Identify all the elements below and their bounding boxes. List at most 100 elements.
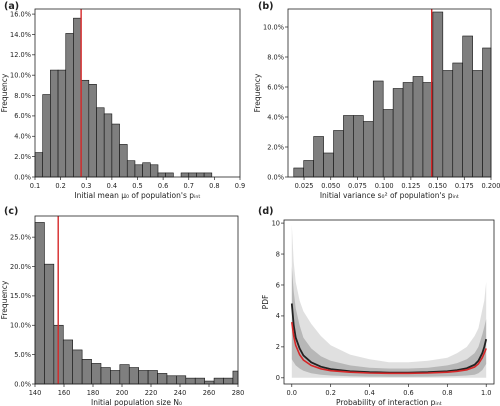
histogram-bar xyxy=(402,82,414,178)
x-tick-label: 160 xyxy=(58,389,71,397)
x-tick-label: 0.175 xyxy=(455,182,474,190)
histogram-bar xyxy=(126,160,136,178)
histogram-bar xyxy=(372,80,384,178)
panel-c: (c) 140 160 180 200 220 240 260 280 0.0% 5.0% 10.… xyxy=(0,206,244,406)
histogram-bar xyxy=(119,364,130,385)
x-tick-label: 0.3 xyxy=(81,182,92,190)
confidence-band-outer xyxy=(291,224,487,378)
x-tick-label: 200 xyxy=(116,389,129,397)
x-axis-label: Initial variance s₀² of population's pᵢₙ… xyxy=(320,191,459,200)
x-axis: 140 160 180 200 220 240 260 280 xyxy=(29,384,245,397)
plot-frame xyxy=(287,8,492,178)
x-tick-label: 0.100 xyxy=(375,182,394,190)
x-tick-label: 0.050 xyxy=(321,182,340,190)
histogram-bar xyxy=(232,370,239,385)
x-tick-label: 0.2 xyxy=(55,182,66,190)
y-tick-label: 8.0% xyxy=(267,53,284,61)
x-tick-label: 0.1 xyxy=(30,182,41,190)
x-tick-label: 0.4 xyxy=(364,389,375,397)
y-axis: 0 2 4 6 8 10 xyxy=(272,219,284,382)
y-tick-label: 12.0% xyxy=(10,51,31,59)
histogram-bar xyxy=(382,109,394,178)
panel-label: (b) xyxy=(258,1,273,12)
x-tick-label: 0.7 xyxy=(184,182,195,190)
histogram-bar xyxy=(223,377,234,385)
x-tick-label: 260 xyxy=(203,389,216,397)
histogram-bar xyxy=(134,164,143,178)
histogram-bar xyxy=(80,79,90,178)
histogram-bar xyxy=(128,367,139,385)
x-axis: 0.0 0.2 0.4 0.6 0.8 1.0 xyxy=(287,384,491,397)
x-tick-label: 0.2 xyxy=(325,389,336,397)
histogram-bar xyxy=(111,123,120,178)
x-tick-label: 0.0 xyxy=(287,389,298,397)
reference-curve xyxy=(291,321,487,375)
y-axis-label: Frequency xyxy=(0,73,9,112)
histogram-bar xyxy=(157,172,166,178)
histogram-bar xyxy=(303,160,314,178)
histogram-bar xyxy=(119,144,128,178)
x-tick-label: 0.4 xyxy=(107,182,118,190)
y-tick-label: 15.0% xyxy=(10,292,31,300)
y-tick-label: 2.0% xyxy=(14,153,31,161)
y-tick-label: 2.0% xyxy=(267,143,284,151)
x-tick-label: 0.150 xyxy=(428,182,447,190)
histogram-bar xyxy=(81,359,92,385)
y-axis: 0.0% 2.0% 4.0% 6.0% 8.0% 10.0% xyxy=(263,23,288,181)
histogram-bar xyxy=(50,69,59,178)
histogram-bar xyxy=(157,373,168,385)
x-tick-label: 220 xyxy=(145,389,158,397)
histogram-bars xyxy=(34,222,239,385)
y-axis: 0.0% 5.0% 10.0% 15.0% 20.0% 25.0% xyxy=(10,233,35,388)
y-tick-label: 14.0% xyxy=(10,31,31,39)
histogram-bar xyxy=(73,17,82,178)
histogram-bars xyxy=(34,17,213,178)
y-tick-label: 0 xyxy=(276,374,280,382)
panel-label: (a) xyxy=(4,1,19,12)
x-tick-label: 280 xyxy=(232,389,245,397)
x-tick-label: 0.125 xyxy=(401,182,420,190)
panel-b: (b) 0.025 0.050 0.075 0.100 0.125 0.150 0.175 0… xyxy=(253,1,500,200)
histogram-bar xyxy=(110,370,121,385)
y-tick-label: 0.0% xyxy=(267,173,284,181)
x-tick-label: 0.8 xyxy=(442,389,453,397)
y-tick-label: 10.0% xyxy=(10,322,31,330)
histogram-bar xyxy=(72,349,83,385)
y-tick-label: 0.0% xyxy=(14,380,31,388)
histogram-bar xyxy=(432,11,444,178)
pdf-curves xyxy=(290,224,488,378)
histogram-bar xyxy=(138,370,149,385)
histogram-bar xyxy=(442,70,454,178)
histogram-bar xyxy=(213,377,224,385)
histogram-bar xyxy=(142,162,151,178)
y-axis-label: PDF xyxy=(261,295,270,310)
y-axis-label: Frequency xyxy=(0,280,9,319)
histogram-bar xyxy=(412,76,424,178)
histogram-bar xyxy=(462,35,473,178)
histogram-bar xyxy=(293,167,305,178)
histogram-bar xyxy=(166,375,177,385)
x-tick-label: 0.6 xyxy=(403,389,414,397)
y-tick-label: 10.0% xyxy=(10,71,31,79)
y-tick-label: 8 xyxy=(276,250,280,258)
x-tick-label: 0.9 xyxy=(235,182,246,190)
histogram-bar xyxy=(34,222,45,385)
y-tick-label: 10.0% xyxy=(263,23,284,31)
histogram-bar xyxy=(452,62,463,178)
x-tick-label: 0.5 xyxy=(132,182,143,190)
panel-d: (d) 0.0 0.2 0.4 0.6 0.8 1.0 0 2 4 6 8 10 Probabili… xyxy=(258,206,495,406)
plot-frame xyxy=(34,215,239,385)
panel-a: (a) 0.1 0.2 0.3 0.4 0.5 0.6 0.7 0.8 0.9 0.0% 2.0%… xyxy=(0,1,245,200)
x-tick-label: 0.200 xyxy=(482,182,500,190)
histogram-bar xyxy=(313,136,324,178)
y-tick-label: 6 xyxy=(276,281,280,289)
x-axis-label: Initial population size N₀ xyxy=(91,398,182,406)
x-tick-label: 0.8 xyxy=(209,182,220,190)
histogram-bar xyxy=(103,113,113,178)
histogram-bar xyxy=(353,115,364,178)
histogram-bar xyxy=(194,377,205,385)
x-tick-label: 140 xyxy=(29,389,42,397)
histogram-bar xyxy=(472,70,483,178)
y-tick-label: 10 xyxy=(272,219,280,227)
